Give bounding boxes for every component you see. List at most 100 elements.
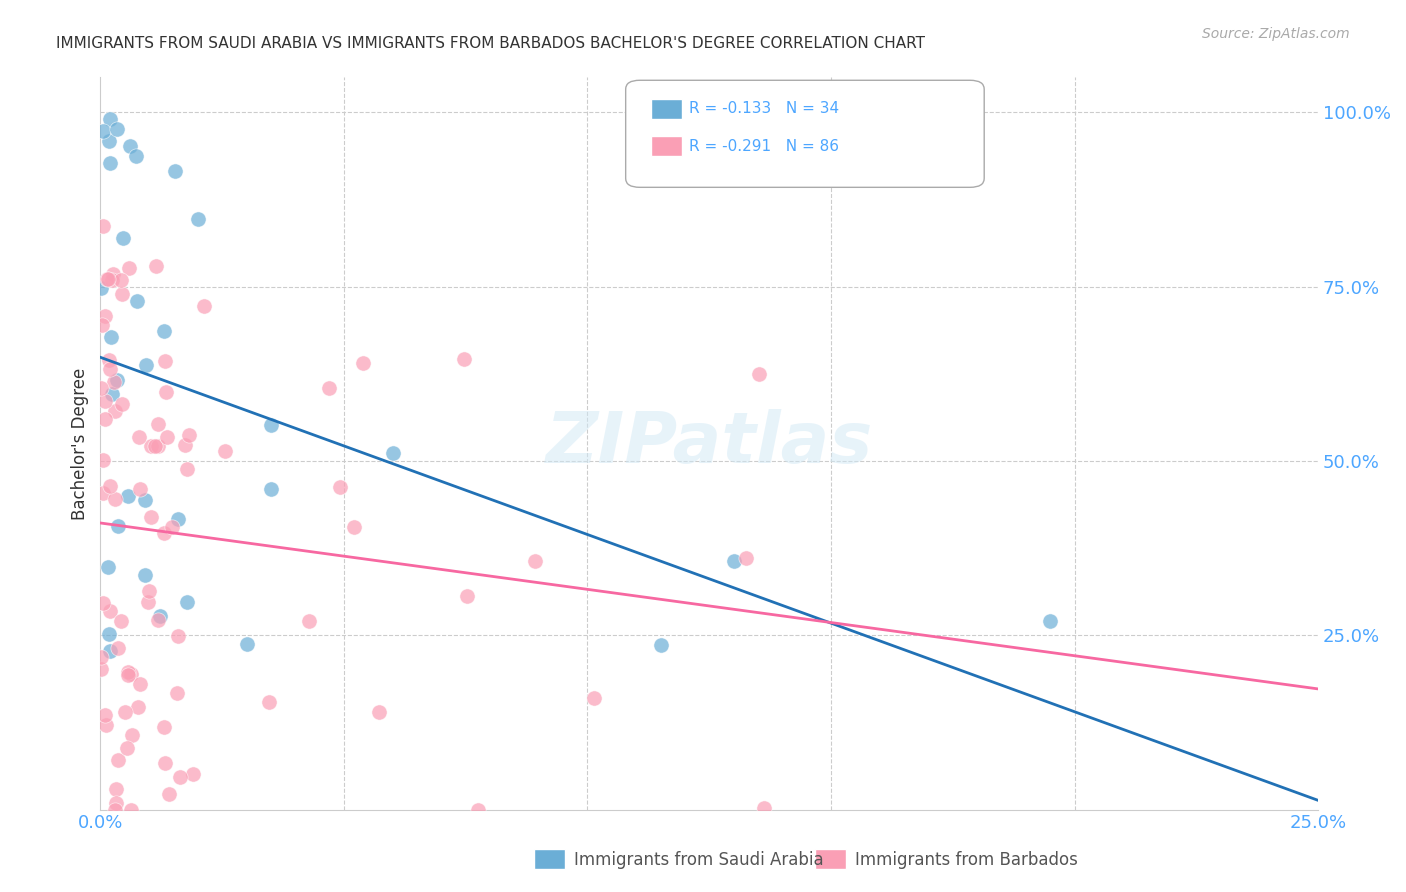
Y-axis label: Bachelor's Degree: Bachelor's Degree	[72, 368, 89, 520]
Point	[166, 686, 188, 700]
Point	[754, 800, 776, 814]
Point	[146, 417, 169, 431]
Point	[650, 638, 672, 652]
Point	[735, 551, 758, 566]
Point	[98, 353, 121, 368]
Point	[100, 604, 122, 618]
Text: Immigrants from Barbados: Immigrants from Barbados	[855, 851, 1078, 869]
Point	[115, 741, 138, 756]
Point	[149, 608, 172, 623]
Text: Immigrants from Saudi Arabia: Immigrants from Saudi Arabia	[574, 851, 824, 869]
Point	[128, 482, 150, 496]
Point	[117, 668, 139, 682]
Point	[125, 293, 148, 308]
Point	[165, 164, 187, 178]
Point	[167, 512, 190, 526]
Point	[134, 493, 156, 508]
Point	[103, 267, 125, 281]
Point	[93, 596, 115, 610]
Point	[100, 479, 122, 493]
Point	[121, 728, 143, 742]
Point	[152, 526, 174, 541]
Point	[124, 149, 146, 163]
Point	[94, 708, 117, 723]
Text: Source: ZipAtlas.com: Source: ZipAtlas.com	[1202, 27, 1350, 41]
Point	[177, 428, 200, 442]
Point	[101, 387, 124, 401]
Point	[260, 482, 283, 496]
Point	[152, 720, 174, 734]
Point	[127, 700, 149, 714]
Point	[343, 520, 366, 534]
Point	[166, 629, 188, 643]
Point	[156, 430, 179, 444]
Point	[146, 613, 169, 627]
Point	[94, 309, 117, 323]
Point	[118, 260, 141, 275]
Point	[104, 404, 127, 418]
Point	[94, 394, 117, 409]
Point	[153, 756, 176, 771]
Point	[104, 796, 127, 810]
Point	[90, 318, 112, 333]
Point	[128, 430, 150, 444]
Point	[103, 375, 125, 389]
Point	[90, 662, 112, 676]
Point	[723, 554, 745, 568]
Point	[90, 380, 112, 394]
Point	[104, 491, 127, 506]
Point	[93, 219, 115, 233]
Point	[105, 781, 128, 796]
Point	[153, 354, 176, 368]
Point	[111, 231, 134, 245]
Point	[524, 554, 547, 568]
Point	[193, 299, 215, 313]
Point	[747, 368, 769, 382]
Point	[456, 590, 478, 604]
Point	[138, 583, 160, 598]
Point	[318, 381, 340, 395]
Point	[467, 803, 489, 817]
Point	[90, 281, 112, 295]
Point	[117, 665, 139, 680]
Text: R = -0.133   N = 34: R = -0.133 N = 34	[689, 102, 839, 116]
Point	[97, 560, 120, 574]
Point	[98, 362, 121, 376]
Point	[453, 351, 475, 366]
Point	[129, 677, 152, 691]
Point	[329, 480, 352, 494]
Point	[94, 412, 117, 426]
Point	[118, 139, 141, 153]
Point	[98, 644, 121, 658]
Point	[96, 718, 118, 732]
Point	[111, 287, 134, 301]
Point	[98, 112, 121, 127]
Point	[143, 439, 166, 453]
Point	[174, 438, 197, 452]
Point	[260, 417, 283, 432]
Point	[155, 385, 177, 400]
Point	[169, 770, 191, 784]
Point	[91, 124, 114, 138]
Point	[187, 212, 209, 227]
Point	[104, 803, 127, 817]
Point	[136, 595, 159, 609]
Point	[90, 649, 112, 664]
Point	[583, 690, 606, 705]
Point	[135, 358, 157, 372]
Point	[97, 134, 120, 148]
Point	[107, 753, 129, 767]
Point	[107, 518, 129, 533]
Point	[93, 485, 115, 500]
Point	[110, 273, 132, 287]
Point	[381, 446, 404, 460]
Point	[157, 787, 180, 801]
Point	[141, 510, 163, 524]
Point	[153, 324, 176, 338]
Point	[100, 273, 122, 287]
Point	[181, 767, 204, 781]
Point	[297, 614, 319, 628]
Point	[259, 695, 281, 709]
Point	[96, 272, 118, 286]
Point	[120, 803, 142, 817]
